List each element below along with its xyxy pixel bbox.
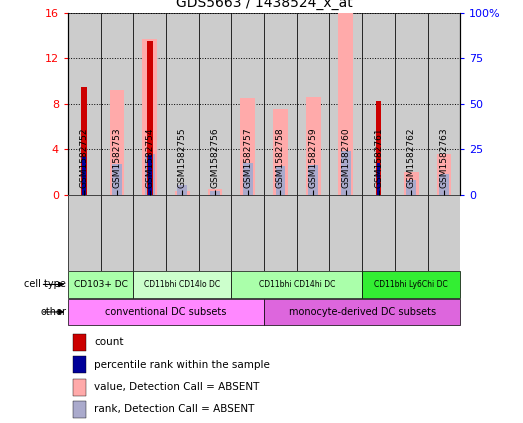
Bar xyxy=(428,195,460,271)
Bar xyxy=(231,195,264,271)
Bar xyxy=(428,13,460,195)
Bar xyxy=(338,13,353,195)
Bar xyxy=(376,102,381,195)
Bar xyxy=(147,155,152,195)
Bar xyxy=(175,191,190,195)
Bar xyxy=(73,379,86,396)
Bar xyxy=(276,166,286,195)
Bar xyxy=(362,13,395,195)
Text: cell type: cell type xyxy=(24,280,66,289)
Text: conventional DC subsets: conventional DC subsets xyxy=(105,307,227,317)
Bar xyxy=(177,185,187,195)
Text: CD11bhi Ly6Chi DC: CD11bhi Ly6Chi DC xyxy=(374,280,448,289)
Bar xyxy=(241,98,255,195)
Bar xyxy=(166,13,199,195)
Text: percentile rank within the sample: percentile rank within the sample xyxy=(94,360,270,370)
Bar xyxy=(264,195,297,271)
Bar xyxy=(133,271,231,298)
Bar xyxy=(68,271,133,298)
Bar xyxy=(329,13,362,195)
Bar xyxy=(100,13,133,195)
Bar xyxy=(297,13,329,195)
Bar xyxy=(231,13,264,195)
Text: rank, Detection Call = ABSENT: rank, Detection Call = ABSENT xyxy=(94,404,255,415)
Bar xyxy=(68,299,264,325)
Bar xyxy=(82,87,87,195)
Bar xyxy=(404,172,418,195)
Bar xyxy=(208,189,222,195)
Bar xyxy=(264,13,297,195)
Bar xyxy=(110,90,124,195)
Bar xyxy=(329,195,362,271)
Bar xyxy=(341,151,351,195)
Bar xyxy=(100,195,133,271)
Bar xyxy=(377,163,381,195)
Bar xyxy=(147,41,153,195)
Bar xyxy=(142,39,157,195)
Bar xyxy=(439,174,449,195)
Bar xyxy=(145,154,155,195)
Text: monocyte-derived DC subsets: monocyte-derived DC subsets xyxy=(289,307,436,317)
Bar xyxy=(199,13,231,195)
Bar xyxy=(395,13,428,195)
Bar xyxy=(133,195,166,271)
Bar xyxy=(243,163,253,195)
Bar xyxy=(210,191,220,195)
Bar xyxy=(406,180,416,195)
Bar xyxy=(133,13,166,195)
Bar xyxy=(166,195,199,271)
Bar xyxy=(308,165,318,195)
Bar xyxy=(362,271,460,298)
Bar xyxy=(68,195,100,271)
Bar xyxy=(437,154,451,195)
Bar xyxy=(73,401,86,418)
Title: GDS5663 / 1438524_x_at: GDS5663 / 1438524_x_at xyxy=(176,0,353,10)
Bar xyxy=(112,164,122,195)
Bar xyxy=(231,271,362,298)
Text: CD11bhi CD14lo DC: CD11bhi CD14lo DC xyxy=(144,280,221,289)
Text: other: other xyxy=(40,307,66,317)
Text: value, Detection Call = ABSENT: value, Detection Call = ABSENT xyxy=(94,382,259,392)
Bar xyxy=(273,109,288,195)
Text: CD103+ DC: CD103+ DC xyxy=(74,280,128,289)
Bar xyxy=(306,97,321,195)
Text: count: count xyxy=(94,338,123,347)
Bar xyxy=(395,195,428,271)
Bar xyxy=(362,195,395,271)
Bar xyxy=(264,299,460,325)
Bar xyxy=(297,195,329,271)
Text: CD11bhi CD14hi DC: CD11bhi CD14hi DC xyxy=(258,280,335,289)
Bar xyxy=(199,195,231,271)
Bar xyxy=(73,334,86,351)
Bar xyxy=(68,13,100,195)
Bar xyxy=(83,157,86,195)
Bar xyxy=(73,357,86,373)
